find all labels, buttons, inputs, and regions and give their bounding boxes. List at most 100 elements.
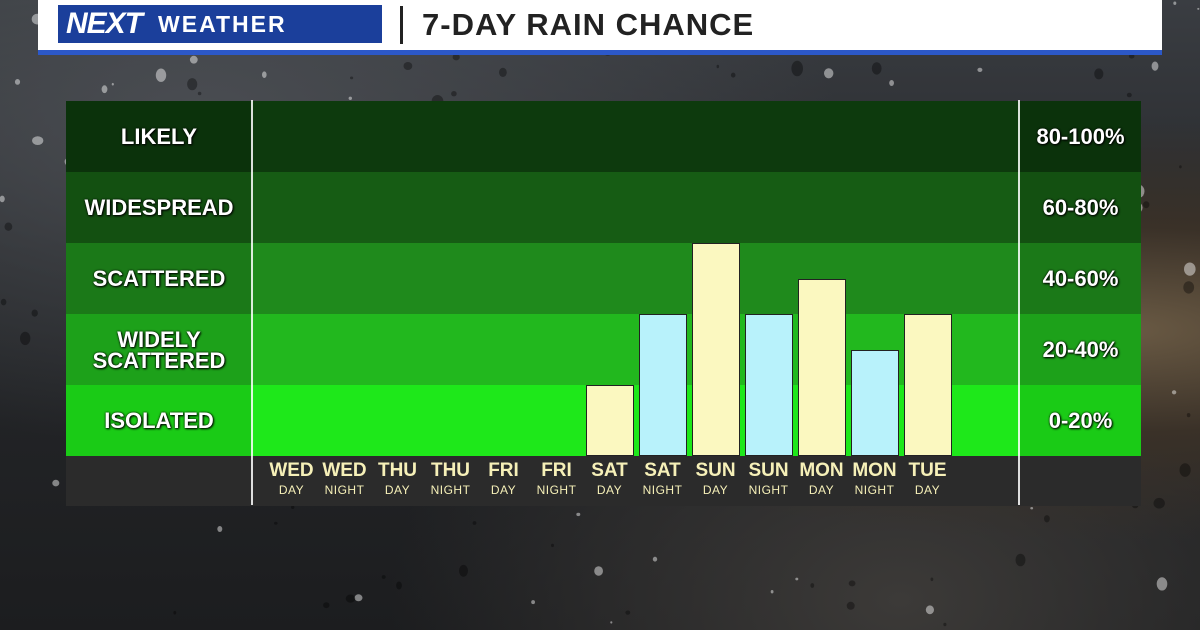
x-tick-day: SUN — [748, 460, 789, 481]
band-label: ISOLATED — [66, 385, 252, 456]
raindrop — [625, 610, 631, 615]
raindrop — [925, 605, 935, 615]
raindrop — [323, 602, 330, 609]
raindrop — [1186, 413, 1191, 418]
x-tick-period: NIGHT — [536, 483, 577, 497]
x-tick-label: TUE DAY — [901, 460, 954, 498]
raindrop — [1015, 553, 1026, 567]
x-tick-period: DAY — [914, 483, 941, 497]
band-range-label: 80-100% — [1020, 101, 1141, 172]
raindrop — [381, 575, 386, 579]
next-weather-logo: NEXT WEATHER — [58, 5, 382, 43]
rain-chance-bar — [798, 278, 846, 456]
raindrop — [350, 76, 354, 80]
band-label: SCATTERED — [66, 243, 252, 314]
x-tick-day: MON — [852, 460, 897, 481]
band-range-label: 0-20% — [1020, 385, 1141, 456]
logo-weather-text: WEATHER — [158, 10, 287, 37]
raindrop — [0, 298, 7, 306]
x-tick-period: DAY — [384, 483, 411, 497]
raindrop — [14, 79, 21, 85]
raindrop — [396, 581, 402, 590]
raindrop — [810, 583, 815, 588]
right-divider-line — [1018, 100, 1020, 505]
raindrop — [930, 577, 934, 582]
rain-chance-bar — [904, 314, 952, 456]
raindrop — [499, 67, 507, 77]
x-tick-day: MON — [799, 460, 844, 481]
left-divider-line — [251, 100, 253, 505]
raindrop — [459, 564, 468, 577]
chart-band — [66, 243, 1141, 314]
raindrop — [32, 136, 44, 146]
raindrop — [197, 91, 202, 96]
raindrop — [217, 526, 223, 532]
band-range-label: 20-40% — [1020, 314, 1141, 385]
chart-band — [66, 101, 1141, 172]
x-tick-period: NIGHT — [324, 483, 365, 497]
raindrop — [1153, 497, 1165, 509]
raindrop — [451, 91, 457, 97]
raindrop — [889, 80, 894, 86]
raindrop — [846, 601, 855, 610]
raindrop — [610, 621, 613, 624]
x-tick-label: SUN DAY — [689, 460, 742, 498]
raindrop — [20, 331, 31, 346]
page-title: 7-DAY RAIN CHANCE — [422, 7, 755, 42]
raindrop — [652, 556, 658, 562]
x-tick-period: NIGHT — [430, 483, 471, 497]
band-range-label: 60-80% — [1020, 172, 1141, 243]
raindrop — [274, 521, 278, 525]
raindrop — [716, 64, 720, 69]
x-tick-day: FRI — [541, 460, 572, 481]
raindrop — [824, 68, 834, 79]
raindrop — [354, 594, 363, 602]
raindrop — [189, 55, 198, 64]
raindrop — [1151, 61, 1159, 71]
raindrop — [1030, 507, 1034, 510]
raindrop — [848, 580, 856, 587]
chart-band — [66, 314, 1141, 385]
x-tick-day: THU — [430, 460, 471, 481]
logo-next-text: NEXT — [66, 7, 143, 40]
x-tick-period: DAY — [702, 483, 729, 497]
raindrop — [262, 71, 267, 78]
raindrop — [155, 68, 167, 82]
x-tick-label: FRI NIGHT — [530, 460, 583, 498]
raindrop — [1143, 201, 1150, 209]
raindrop — [187, 78, 198, 91]
x-tick-period: NIGHT — [642, 483, 683, 497]
x-tick-label: FRI DAY — [477, 460, 530, 498]
raindrop — [730, 72, 736, 78]
x-tick-label: WED DAY — [265, 460, 318, 498]
raindrop — [791, 60, 803, 77]
x-tick-day: SAT — [591, 460, 628, 481]
x-tick-label: SUN NIGHT — [742, 460, 795, 498]
x-tick-period: DAY — [490, 483, 517, 497]
raindrop — [795, 577, 799, 581]
band-label: WIDELY SCATTERED — [66, 314, 252, 385]
x-axis-row — [66, 456, 1141, 506]
x-tick-label: SAT DAY — [583, 460, 636, 498]
rain-chance-bar — [745, 314, 793, 456]
x-tick-label: WED NIGHT — [318, 460, 371, 498]
raindrop — [1197, 7, 1200, 10]
raindrop — [1156, 577, 1168, 591]
raindrop — [1126, 92, 1132, 98]
x-tick-day: SAT — [644, 460, 681, 481]
raindrop — [1173, 1, 1177, 5]
x-tick-label: SAT NIGHT — [636, 460, 689, 498]
header-bar: NEXT WEATHER 7-DAY RAIN CHANCE — [38, 0, 1162, 55]
raindrop — [101, 85, 108, 94]
raindrop — [871, 62, 882, 75]
x-tick-label: MON DAY — [795, 460, 848, 498]
x-tick-period: DAY — [596, 483, 623, 497]
raindrop — [291, 505, 295, 509]
x-tick-day: SUN — [695, 460, 736, 481]
x-tick-day: TUE — [908, 460, 947, 481]
raindrop — [403, 62, 413, 70]
raindrop — [943, 622, 947, 627]
chart-band — [66, 172, 1141, 243]
raindrop — [576, 512, 581, 517]
raindrop — [472, 521, 477, 525]
